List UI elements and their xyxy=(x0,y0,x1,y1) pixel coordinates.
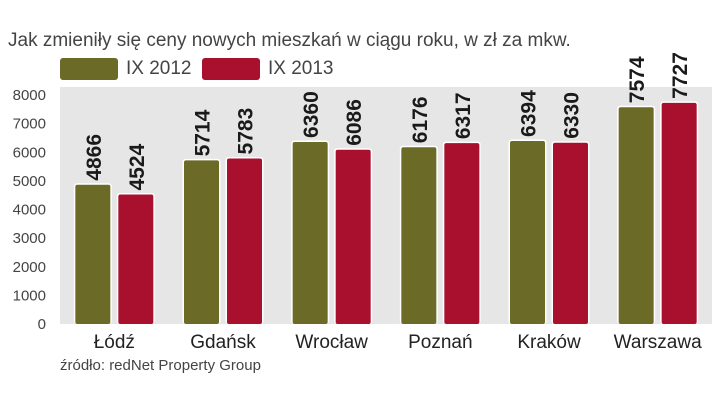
data-label-gdansk-ix-2013: 5783 xyxy=(235,108,258,155)
legend-swatch-ix-2012 xyxy=(60,58,118,80)
data-label-krakow-ix-2013: 6330 xyxy=(561,92,584,139)
bar-krakow-ix-2013 xyxy=(553,142,588,324)
y-tick-label-5000: 5000 xyxy=(13,173,46,190)
y-tick-label-6000: 6000 xyxy=(13,144,46,161)
data-label-lodz-ix-2013: 4524 xyxy=(126,143,149,190)
y-tick-label-2000: 2000 xyxy=(13,259,46,276)
bar-krakow-ix-2012 xyxy=(510,140,545,324)
x-tick-label-wroclaw: Wrocław xyxy=(295,332,368,353)
bar-warszawa-ix-2012 xyxy=(618,107,654,325)
data-label-wroclaw-ix-2012: 6360 xyxy=(300,91,323,138)
source-note: źródło: redNet Property Group xyxy=(60,357,261,374)
y-tick-label-3000: 3000 xyxy=(13,230,46,247)
y-tick-label-7000: 7000 xyxy=(13,116,46,133)
chart-title: Jak zmieniły się ceny nowych mieszkań w … xyxy=(8,30,571,51)
bar-lodz-ix-2013 xyxy=(118,194,154,324)
y-tick-label-8000: 8000 xyxy=(13,87,46,104)
y-tick-label-0: 0 xyxy=(38,316,46,333)
y-tick-label-4000: 4000 xyxy=(13,202,46,219)
legend-label-ix-2013: IX 2013 xyxy=(268,58,334,79)
data-label-gdansk-ix-2012: 5714 xyxy=(192,109,215,156)
plot-background xyxy=(60,87,712,324)
data-label-warszawa-ix-2012: 7574 xyxy=(626,56,649,103)
x-tick-label-krakow: Kraków xyxy=(517,332,581,353)
data-label-wroclaw-ix-2013: 6086 xyxy=(343,99,366,146)
legend-swatch-ix-2013 xyxy=(202,58,260,80)
bar-poznan-ix-2013 xyxy=(444,143,480,324)
bar-wroclaw-ix-2012 xyxy=(292,141,328,324)
x-tick-label-warszawa: Warszawa xyxy=(614,332,702,353)
bar-lodz-ix-2012 xyxy=(75,184,111,324)
data-label-krakow-ix-2012: 6394 xyxy=(518,90,541,137)
legend-item-ix-2012: IX 2012 xyxy=(60,58,192,80)
x-tick-label-poznan: Poznań xyxy=(408,332,472,353)
data-label-warszawa-ix-2013: 7727 xyxy=(669,52,692,99)
bar-poznan-ix-2012 xyxy=(401,147,437,324)
x-tick-label-lodz: Łódź xyxy=(94,332,135,353)
data-label-lodz-ix-2012: 4866 xyxy=(83,134,106,181)
legend-label-ix-2012: IX 2012 xyxy=(126,58,192,79)
data-label-poznan-ix-2013: 6317 xyxy=(452,92,475,139)
bar-gdansk-ix-2013 xyxy=(227,158,262,324)
data-label-poznan-ix-2012: 6176 xyxy=(409,96,432,143)
legend-item-ix-2013: IX 2013 xyxy=(202,58,334,80)
bar-warszawa-ix-2013 xyxy=(661,102,697,324)
y-tick-label-1000: 1000 xyxy=(13,287,46,304)
bar-wroclaw-ix-2013 xyxy=(335,149,371,324)
bar-gdansk-ix-2012 xyxy=(184,160,219,324)
x-tick-label-gdansk: Gdańsk xyxy=(190,332,256,353)
